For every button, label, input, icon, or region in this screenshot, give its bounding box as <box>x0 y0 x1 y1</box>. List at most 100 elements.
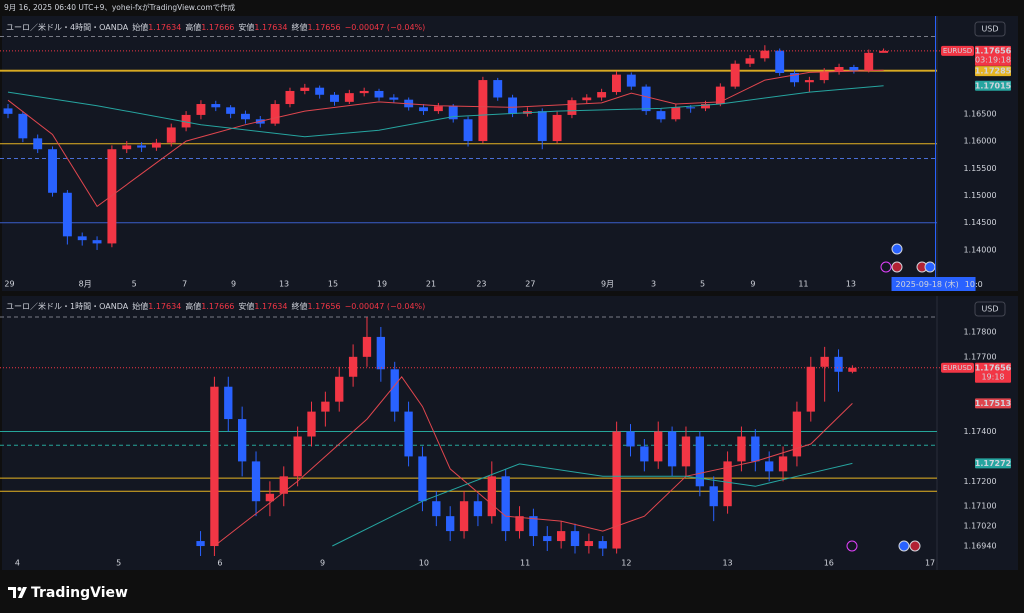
candle-body <box>501 476 510 532</box>
candle-body <box>404 411 413 457</box>
candle-body <box>597 92 607 98</box>
candle-body <box>418 456 427 502</box>
x-tick-label: 9 <box>750 280 755 289</box>
header-text: 9月 16, 2025 06:40 UTC+9、yohei-fxがTrading… <box>4 2 236 12</box>
candle-body <box>671 107 681 120</box>
price-value: 1.17656 <box>975 363 1012 372</box>
crosshair-label: 2025-09-18 (木) 10:0 <box>896 279 983 289</box>
y-tick-label: 1.16000 <box>963 137 996 146</box>
candle-body <box>570 531 580 547</box>
x-tick-label: 13 <box>722 559 732 568</box>
candle-body <box>681 436 691 467</box>
candle-body <box>166 127 176 143</box>
candle-body <box>612 74 621 93</box>
legend-close: 1.17656 <box>307 302 340 311</box>
x-tick-label: 7 <box>182 280 187 289</box>
candle-body <box>265 493 275 502</box>
ma-value: 1.17513 <box>975 399 1011 408</box>
icon <box>898 540 910 552</box>
moving-average <box>7 85 884 138</box>
candle-body <box>224 386 233 420</box>
y-tick-label: 1.17020 <box>963 522 996 531</box>
candle-body <box>3 108 13 114</box>
y-tick-label: 1.17400 <box>963 427 996 436</box>
legend-close-label: 終値 <box>291 22 307 32</box>
y-tick-label: 1.15000 <box>963 191 996 200</box>
event-icons <box>846 243 936 552</box>
candle-body <box>196 104 206 115</box>
ma-tag <box>975 80 1011 91</box>
candle-body <box>18 113 28 139</box>
candle-body <box>667 431 677 467</box>
candle-body <box>508 97 518 114</box>
candle-body <box>237 419 247 462</box>
icon <box>924 261 936 273</box>
candle-body <box>137 145 147 148</box>
candle-body <box>330 94 339 102</box>
candle-body <box>790 72 799 83</box>
candle-body <box>849 67 859 71</box>
candle-body <box>543 536 552 542</box>
candle-body <box>552 114 562 142</box>
candle-body <box>335 376 344 402</box>
candle-body <box>419 107 428 112</box>
x-tick-label: 5 <box>132 280 137 289</box>
legend-title: ユーロ／米ドル・1時間・OANDA <box>6 301 129 311</box>
logo-dot <box>17 587 22 591</box>
candle-body <box>723 461 732 507</box>
candle-body <box>226 107 236 114</box>
candle-body <box>819 71 829 81</box>
legend-open: 1.17634 <box>148 302 181 311</box>
crosshair-tag <box>891 277 976 291</box>
ma-tag <box>975 458 1011 469</box>
price-value: 1.17656 <box>975 46 1012 55</box>
candle-body <box>656 111 666 120</box>
moving-average <box>214 375 853 547</box>
candle-body <box>293 436 302 477</box>
logo-mark <box>8 587 27 598</box>
x-tick-label: 11 <box>520 559 530 568</box>
candle-body <box>737 436 746 462</box>
currency: USD <box>981 25 998 34</box>
x-tick-label: 12 <box>621 559 631 568</box>
ma-tag <box>975 398 1011 409</box>
candle-body <box>626 431 635 447</box>
candle-body <box>151 142 161 148</box>
candle-body <box>181 114 191 128</box>
candle-body <box>806 366 815 412</box>
candle-body <box>270 104 280 124</box>
candle-body <box>390 369 399 412</box>
candle-body <box>879 50 889 53</box>
candle-body <box>376 336 386 370</box>
y-tick-label: 1.16500 <box>963 109 996 118</box>
candle-body <box>348 356 358 377</box>
y-tick-label: 1.15500 <box>963 164 996 173</box>
y-tick-label: 1.17200 <box>963 477 996 486</box>
candle-body <box>701 104 710 109</box>
moving-average <box>7 69 884 208</box>
x-tick-label: 4 <box>15 559 20 568</box>
x-tick-label: 15 <box>328 280 338 289</box>
legend-low-label: 安値 <box>238 301 254 311</box>
candle-body <box>211 104 221 108</box>
x-tick-label: 21 <box>426 280 436 289</box>
x-tick-label: 3 <box>651 280 656 289</box>
candle-body <box>584 541 594 547</box>
x-tick-label: 19 <box>377 280 387 289</box>
candle-body <box>598 541 607 549</box>
candle-body <box>362 336 372 357</box>
candle-body <box>626 74 636 87</box>
candle-body <box>556 531 566 542</box>
currency-box <box>974 301 1006 317</box>
candle-body <box>745 58 755 64</box>
candle-body <box>715 86 725 105</box>
y-tick-label: 1.17800 <box>963 327 996 336</box>
legend-open-label: 始値 <box>132 301 148 311</box>
crosshair-date: 2025-09-18 (木) <box>896 279 959 289</box>
candle-body <box>765 461 774 472</box>
candle-body <box>834 356 843 372</box>
pane-bottom <box>2 296 1018 570</box>
candle-body <box>820 356 829 367</box>
symbol-tag <box>941 362 974 373</box>
